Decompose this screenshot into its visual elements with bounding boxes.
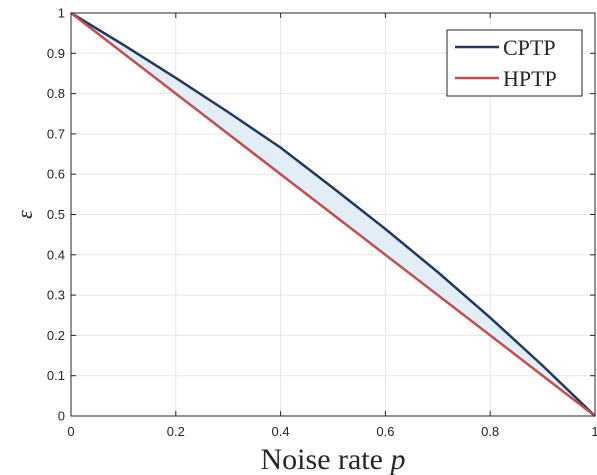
y-tick-label: 0.8	[47, 86, 65, 101]
x-tick-label: 0.8	[481, 424, 499, 439]
series-line-cptp	[70, 11, 596, 417]
legend-label-cptp: CPTP	[503, 35, 556, 60]
legend: CPTP HPTP	[446, 29, 583, 97]
x-tick-label: 1	[591, 424, 597, 439]
y-axis-label: ε	[12, 210, 37, 219]
x-tick-label: 0	[67, 424, 74, 439]
x-tick-label: 0.6	[376, 424, 394, 439]
y-tick-label: 0.4	[47, 247, 65, 262]
y-tick-label: 0.3	[47, 288, 65, 303]
y-axis-ticks: 0 0.1 0.2 0.3 0.4 0.5 0.6 0.7 0.8 0.9 1	[47, 6, 595, 424]
y-tick-label: 0.1	[47, 368, 65, 383]
series-line-hptp	[70, 12, 596, 417]
legend-label-hptp: HPTP	[503, 66, 557, 91]
x-tick-label: 0.4	[272, 424, 290, 439]
y-tick-label: 0.9	[47, 46, 65, 61]
x-axis-label-variable: p	[388, 443, 405, 475]
y-tick-label: 0.7	[47, 126, 65, 141]
x-axis-label: Noise rate p	[261, 443, 406, 475]
y-tick-label: 0.6	[47, 167, 65, 182]
y-tick-label: 0.2	[47, 328, 65, 343]
x-axis-ticks: 0 0.2 0.4 0.6 0.8 1	[67, 13, 597, 439]
series-layer	[70, 11, 596, 417]
y-tick-label: 0.5	[47, 207, 65, 222]
y-tick-label: 0	[58, 409, 65, 424]
y-tick-label: 1	[58, 6, 65, 21]
x-tick-label: 0.2	[167, 424, 185, 439]
legend-box	[446, 29, 583, 97]
x-axis-label-text: Noise rate	[261, 443, 391, 475]
